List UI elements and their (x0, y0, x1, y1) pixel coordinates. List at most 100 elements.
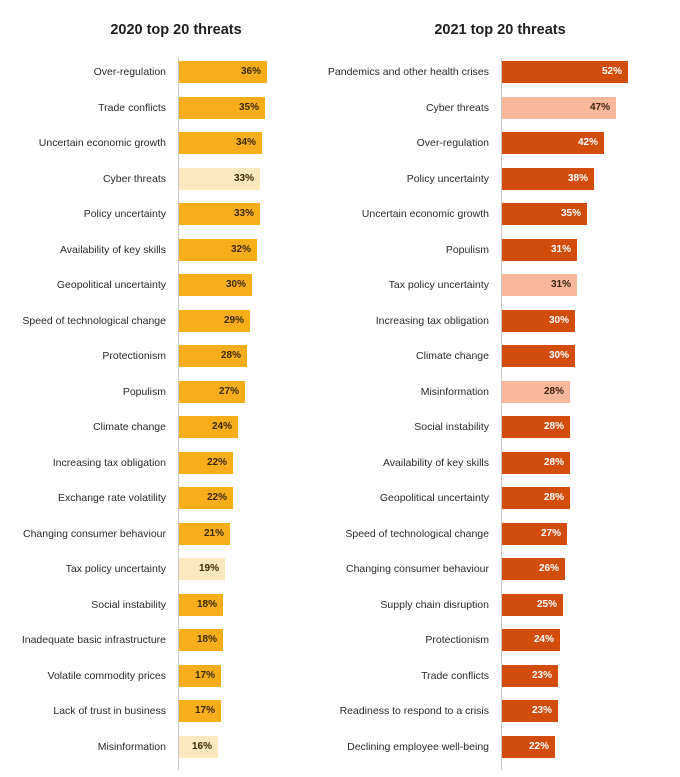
bar: 28% (502, 452, 570, 474)
bar-row: Protectionism 24% (340, 629, 680, 651)
bar: 23% (502, 665, 558, 687)
category-label: Cyber threats (102, 173, 166, 185)
value-label: 30% (225, 279, 246, 290)
bar: 38% (502, 168, 594, 190)
category-label: Exchange rate volatility (58, 492, 166, 504)
bar-row: Exchange rate volatility 22% (0, 487, 340, 509)
value-label: 36% (240, 66, 261, 77)
value-label: 19% (198, 563, 219, 574)
bar: 27% (502, 523, 567, 545)
category-label: Policy uncertainty (406, 173, 489, 185)
bar: 33% (179, 203, 260, 225)
bar-row: Trade conflicts 35% (0, 97, 340, 119)
bar-row: Supply chain disruption 25% (340, 594, 680, 616)
bar: 24% (502, 629, 560, 651)
value-label: 23% (531, 670, 552, 681)
value-label: 30% (548, 350, 569, 361)
bar-row: Availability of key skills 32% (0, 239, 340, 261)
category-label: Social instability (91, 599, 166, 611)
bar-row: Speed of technological change 29% (0, 310, 340, 332)
category-label: Social instability (414, 421, 489, 433)
category-label: Supply chain disruption (380, 599, 489, 611)
value-label: 27% (218, 386, 239, 397)
category-label: Cyber threats (425, 102, 489, 114)
value-label: 21% (203, 528, 224, 539)
value-label: 28% (543, 386, 564, 397)
bar-row: Uncertain economic growth 35% (340, 203, 680, 225)
bar-row: Populism 27% (0, 381, 340, 403)
category-label: Geopolitical uncertainty (56, 279, 166, 291)
category-label: Over-regulation (93, 66, 166, 78)
category-label: Tax policy uncertainty (65, 563, 166, 575)
bar-row: Tax policy uncertainty 31% (340, 274, 680, 296)
category-label: Availability of key skills (382, 457, 489, 469)
bar-row: Social instability 28% (340, 416, 680, 438)
y-axis-line (178, 58, 179, 770)
value-label: 34% (235, 137, 256, 148)
bar-row: Geopolitical uncertainty 30% (0, 274, 340, 296)
category-label: Lack of trust in business (53, 705, 166, 717)
bar-row: Uncertain economic growth 34% (0, 132, 340, 154)
bar: 29% (179, 310, 250, 332)
value-label: 16% (191, 741, 212, 752)
bar: 52% (502, 61, 628, 83)
bar-row: Over-regulation 42% (340, 132, 680, 154)
value-label: 25% (536, 599, 557, 610)
category-label: Geopolitical uncertainty (379, 492, 489, 504)
category-label: Over-regulation (416, 137, 489, 149)
bar: 24% (179, 416, 238, 438)
value-label: 35% (238, 102, 259, 113)
bar: 33% (179, 168, 260, 190)
category-label: Climate change (416, 350, 489, 362)
value-label: 31% (550, 244, 571, 255)
bar: 30% (502, 345, 575, 367)
bar-row: Policy uncertainty 33% (0, 203, 340, 225)
value-label: 28% (220, 350, 241, 361)
value-label: 38% (567, 173, 588, 184)
bar: 17% (179, 700, 221, 722)
bar-row: Availability of key skills 28% (340, 452, 680, 474)
value-label: 18% (196, 599, 217, 610)
bar: 34% (179, 132, 262, 154)
bar-row: Increasing tax obligation 30% (340, 310, 680, 332)
bar: 23% (502, 700, 558, 722)
bar: 25% (502, 594, 563, 616)
y-axis-line (501, 58, 502, 770)
bar-row: Increasing tax obligation 22% (0, 452, 340, 474)
bar-row: Speed of technological change 27% (340, 523, 680, 545)
chart-title: 2021 top 20 threats (434, 22, 566, 38)
bar: 18% (179, 629, 223, 651)
value-label: 33% (233, 208, 254, 219)
bar: 22% (502, 736, 555, 758)
value-label: 29% (223, 315, 244, 326)
category-label: Increasing tax obligation (52, 457, 166, 469)
bar: 47% (502, 97, 616, 119)
bar: 30% (502, 310, 575, 332)
category-label: Uncertain economic growth (361, 208, 489, 220)
bar-row: Climate change 30% (340, 345, 680, 367)
bar-row: Pandemics and other health crises 52% (328, 61, 680, 83)
category-label: Trade conflicts (421, 670, 489, 682)
bar-row: Climate change 24% (0, 416, 340, 438)
bar-row: Changing consumer behaviour 26% (340, 558, 680, 580)
bar: 32% (179, 239, 257, 261)
bar-row: Trade conflicts 23% (340, 665, 680, 687)
value-label: 24% (211, 421, 232, 432)
bar-row: Geopolitical uncertainty 28% (340, 487, 680, 509)
category-label: Readiness to respond to a crisis (339, 705, 489, 717)
value-label: 30% (548, 315, 569, 326)
category-label: Changing consumer behaviour (345, 563, 489, 575)
bar: 36% (179, 61, 267, 83)
value-label: 23% (531, 705, 552, 716)
value-label: 17% (194, 705, 215, 716)
value-label: 47% (589, 102, 610, 113)
category-label: Climate change (93, 421, 166, 433)
bar: 22% (179, 487, 233, 509)
bar-row: Lack of trust in business 17% (0, 700, 340, 722)
bar-row: Readiness to respond to a crisis 23% (340, 700, 680, 722)
bar: 22% (179, 452, 233, 474)
bar: 28% (502, 487, 570, 509)
bar-row: Social instability 18% (0, 594, 340, 616)
bar: 30% (179, 274, 252, 296)
bar-row: Changing consumer behaviour 21% (0, 523, 340, 545)
